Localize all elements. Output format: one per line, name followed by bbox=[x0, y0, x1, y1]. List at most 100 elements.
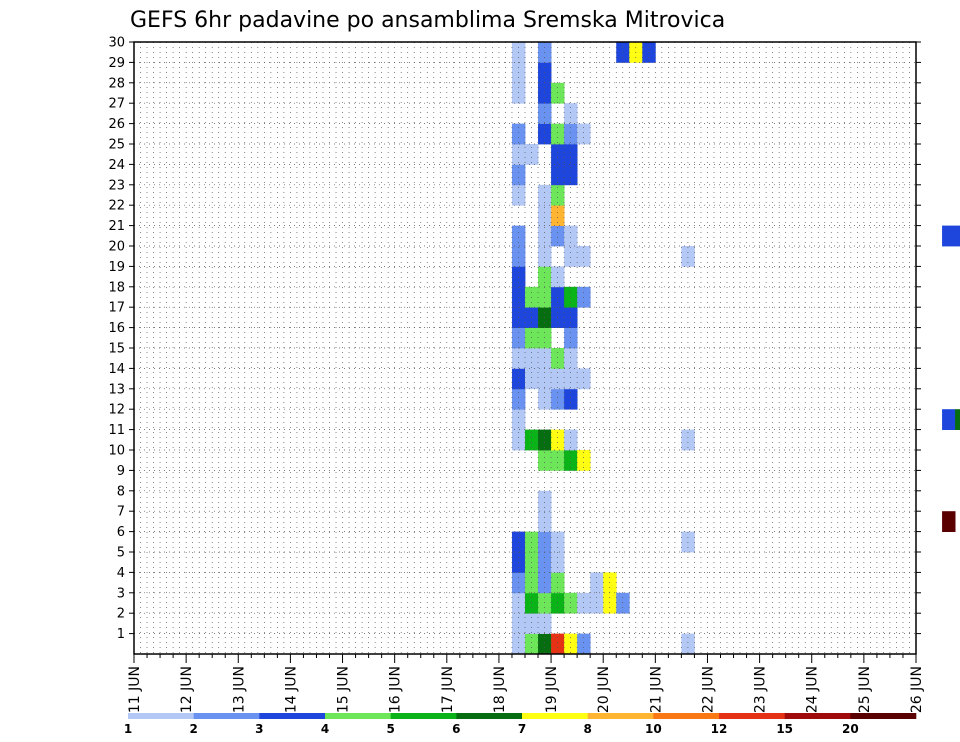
heatmap-cell bbox=[681, 246, 695, 267]
heatmap-cell bbox=[577, 592, 591, 614]
heatmap-cell bbox=[538, 123, 552, 145]
heatmap-cell bbox=[525, 348, 539, 369]
x-tick-label: 26 JUN bbox=[909, 666, 925, 713]
colorbar-swatch bbox=[522, 713, 588, 719]
heatmap-cell bbox=[511, 429, 526, 451]
heatmap-cell bbox=[525, 633, 539, 655]
y-tick-label: 20 bbox=[108, 240, 125, 255]
y-tick-label: 2 bbox=[117, 607, 125, 622]
colorbar-swatch bbox=[850, 713, 917, 719]
heatmap-cell bbox=[551, 266, 565, 288]
y-tick-label: 28 bbox=[108, 76, 125, 91]
heatmap-cell bbox=[525, 144, 539, 165]
colorbar-swatch bbox=[784, 713, 851, 719]
heatmap-cell bbox=[538, 82, 552, 104]
y-tick-label: 22 bbox=[108, 199, 125, 214]
y-tick-label: 7 bbox=[117, 505, 125, 520]
y-tick-label: 12 bbox=[108, 403, 125, 418]
colorbar-swatch bbox=[456, 713, 523, 719]
x-tick-label: 22 JUN bbox=[700, 666, 716, 713]
y-tick-label: 6 bbox=[117, 525, 125, 540]
heatmap-cell bbox=[564, 368, 578, 390]
heatmap-cell bbox=[577, 633, 591, 655]
heatmap-cell bbox=[942, 225, 956, 247]
colorbar-label: 2 bbox=[189, 722, 197, 736]
heatmap-cell bbox=[577, 123, 591, 145]
y-tick-label: 13 bbox=[108, 382, 125, 397]
heatmap-cell bbox=[511, 144, 526, 165]
colorbar-label: 20 bbox=[842, 722, 859, 736]
heatmap-cell bbox=[681, 429, 695, 451]
heatmap-cell bbox=[538, 613, 552, 634]
heatmap-cell bbox=[564, 103, 578, 124]
heatmap-cell bbox=[525, 613, 539, 634]
y-tick-label: 15 bbox=[108, 342, 125, 357]
colorbar-swatch bbox=[653, 713, 720, 719]
heatmap-cell bbox=[511, 592, 526, 614]
x-tick-label: 21 JUN bbox=[648, 666, 664, 713]
heatmap-cell bbox=[511, 225, 526, 247]
heatmap-cell bbox=[511, 368, 526, 390]
heatmap-cell bbox=[577, 450, 591, 471]
chart-title: GEFS 6hr padavine po ansamblima Sremska … bbox=[130, 8, 725, 33]
heatmap-cell bbox=[577, 246, 591, 267]
colorbar-label: 5 bbox=[386, 722, 394, 736]
heatmap-cell bbox=[564, 450, 578, 471]
heatmap-cell bbox=[955, 409, 960, 430]
heatmap-cell bbox=[955, 225, 960, 247]
heatmap-cell bbox=[564, 144, 578, 165]
heatmap-cell bbox=[511, 266, 526, 288]
heatmap-cell bbox=[590, 592, 604, 614]
x-tick-label: 12 JUN bbox=[179, 666, 195, 713]
heatmap-cell bbox=[538, 592, 552, 614]
heatmap-cell bbox=[551, 164, 565, 186]
y-tick-label: 17 bbox=[108, 301, 125, 316]
heatmap-cell bbox=[511, 184, 526, 206]
heatmap-cell bbox=[538, 348, 552, 369]
heatmap-cell bbox=[564, 633, 578, 655]
x-tick-label: 25 JUN bbox=[857, 666, 873, 713]
heatmap-cell bbox=[551, 225, 565, 247]
heatmap-cell bbox=[942, 511, 956, 532]
y-tick-label: 19 bbox=[108, 260, 125, 275]
y-tick-label: 5 bbox=[117, 546, 125, 561]
heatmap-cell bbox=[551, 144, 565, 165]
colorbar-swatch bbox=[193, 713, 260, 719]
x-tick-label: 18 JUN bbox=[492, 666, 508, 713]
heatmap-cell bbox=[564, 246, 578, 267]
y-tick-label: 18 bbox=[108, 280, 125, 295]
heatmap-cell bbox=[511, 633, 526, 655]
heatmap-cell bbox=[538, 511, 552, 532]
heatmap-cell bbox=[511, 388, 526, 410]
heatmap-cell bbox=[538, 388, 552, 410]
heatmap-cell bbox=[511, 348, 526, 369]
heatmap-cell bbox=[564, 388, 578, 410]
colorbar-swatch bbox=[128, 713, 194, 719]
x-tick-label: 11 JUN bbox=[127, 666, 143, 713]
heatmap-cell bbox=[564, 592, 578, 614]
y-tick-label: 10 bbox=[108, 444, 125, 459]
heatmap-cell bbox=[511, 246, 526, 267]
y-tick-label: 4 bbox=[117, 566, 125, 581]
heatmap-cell bbox=[538, 490, 552, 512]
heatmap-cell bbox=[551, 450, 565, 471]
colorbar-label: 15 bbox=[776, 722, 793, 736]
x-tick-label: 15 JUN bbox=[336, 666, 352, 713]
heatmap-cell bbox=[538, 246, 552, 267]
heatmap-cell bbox=[538, 266, 552, 288]
heatmap-cell bbox=[511, 82, 526, 104]
heatmap-cell bbox=[577, 368, 591, 390]
colorbar-swatch bbox=[587, 713, 654, 719]
heatmap-cell bbox=[511, 613, 526, 634]
x-axis: 11 JUN 12 JUN 13 JUN 14 JUN 15 JUN 16 JUN 17 J… bbox=[127, 654, 925, 713]
heatmap-cell bbox=[564, 123, 578, 145]
colorbar-label: 4 bbox=[321, 722, 329, 736]
heatmap-cell bbox=[616, 592, 630, 614]
colorbar-swatch bbox=[325, 713, 391, 719]
y-tick-label: 24 bbox=[108, 158, 125, 173]
x-tick-label: 17 JUN bbox=[440, 666, 456, 713]
heatmap-cell bbox=[551, 82, 565, 104]
heatmap-cell bbox=[551, 348, 565, 369]
y-tick-label: 3 bbox=[117, 586, 125, 601]
